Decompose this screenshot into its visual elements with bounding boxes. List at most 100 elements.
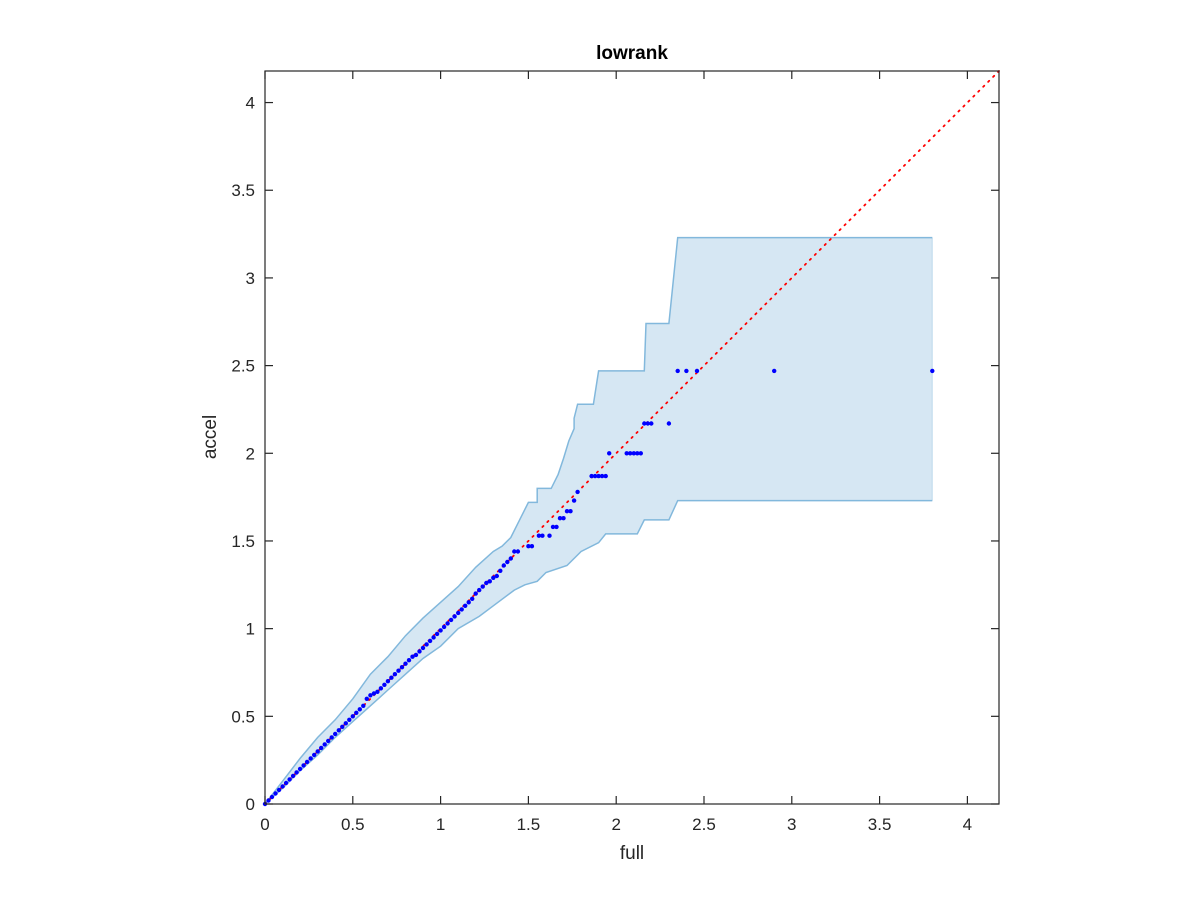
data-point	[505, 559, 510, 565]
axes-layer	[264, 70, 1000, 805]
data-point	[930, 368, 935, 374]
data-points-layer	[262, 368, 935, 807]
data-point	[694, 368, 700, 374]
data-point	[406, 658, 412, 663]
y-axis-label: accel	[200, 415, 221, 459]
chart-title: lowrank	[596, 43, 668, 64]
data-point	[515, 549, 521, 554]
data-point	[470, 596, 475, 601]
data-point	[445, 621, 450, 626]
data-point	[589, 473, 594, 479]
data-point	[350, 714, 355, 719]
data-point	[280, 784, 285, 789]
data-point	[413, 652, 419, 658]
data-point	[301, 763, 306, 768]
data-point	[498, 568, 503, 573]
diagonal-reference-layer	[264, 70, 1000, 805]
data-point	[501, 563, 506, 568]
data-point	[312, 752, 317, 758]
confidence-band-fill	[265, 237, 933, 805]
data-point	[628, 451, 633, 456]
data-point	[666, 421, 672, 426]
x-tick-label: 2	[611, 815, 620, 834]
data-point	[607, 451, 612, 456]
data-point	[557, 516, 563, 521]
band-lower-edge	[264, 499, 933, 805]
data-point	[347, 717, 352, 722]
data-point	[550, 524, 556, 530]
data-point	[364, 696, 369, 701]
data-point	[441, 624, 447, 630]
confidence-band-layer	[264, 236, 933, 805]
data-point	[561, 516, 566, 521]
data-point	[266, 798, 271, 803]
data-point	[466, 600, 471, 605]
data-point	[389, 675, 394, 680]
data-point	[273, 791, 278, 796]
data-point	[448, 617, 454, 623]
data-point	[772, 368, 777, 374]
data-point	[526, 544, 531, 549]
data-point	[438, 628, 443, 633]
ticks-layer: 0 0.5 1 1.5 2 2.5 3 3.5 4 0 0.5 1 1.5 2 2.5 3 3.5 4	[231, 71, 999, 834]
x-tick-label: 4	[963, 815, 972, 834]
data-point	[631, 451, 636, 456]
data-point	[480, 584, 485, 589]
data-point	[642, 421, 647, 426]
data-point	[491, 575, 496, 580]
data-point	[427, 638, 433, 644]
data-point	[403, 661, 408, 666]
data-point	[420, 645, 426, 651]
data-point	[392, 672, 398, 677]
data-point	[297, 766, 303, 772]
data-point	[315, 749, 320, 754]
data-point	[473, 591, 478, 596]
data-point	[375, 689, 380, 694]
data-point	[371, 691, 377, 696]
y-tick-label: 2	[246, 444, 255, 463]
data-point	[399, 665, 405, 670]
diagonal-reference-line	[264, 70, 1000, 805]
data-point	[269, 794, 275, 800]
data-point	[431, 635, 436, 640]
data-point	[378, 686, 384, 691]
data-point	[329, 735, 334, 740]
data-point	[645, 421, 650, 426]
data-point	[596, 473, 601, 479]
data-point	[477, 587, 482, 593]
data-point	[361, 703, 366, 708]
data-point	[684, 368, 689, 374]
data-point	[368, 693, 373, 698]
data-point	[536, 533, 542, 538]
y-tick-label: 1	[246, 620, 255, 639]
data-point	[382, 682, 387, 687]
data-point	[571, 498, 577, 503]
data-point	[540, 533, 545, 538]
data-point	[575, 489, 580, 495]
data-point	[290, 773, 296, 779]
data-point	[336, 728, 341, 733]
data-point	[675, 368, 680, 374]
data-point	[452, 614, 457, 619]
data-point	[294, 770, 299, 775]
data-point	[592, 473, 598, 479]
data-point	[635, 451, 640, 456]
data-point	[343, 721, 348, 726]
data-point	[463, 603, 468, 608]
data-point	[564, 509, 570, 514]
y-tick-label: 0.5	[231, 707, 255, 726]
data-point	[649, 421, 654, 426]
data-point	[326, 738, 331, 744]
x-tick-label: 0	[260, 815, 269, 834]
y-tick-label: 4	[246, 94, 255, 113]
data-point	[624, 451, 629, 456]
data-point	[603, 473, 608, 479]
data-point	[319, 745, 324, 751]
band-upper-edge	[264, 236, 933, 805]
x-tick-label: 2.5	[692, 815, 716, 834]
data-point	[276, 787, 282, 793]
data-point	[322, 742, 327, 747]
data-point	[487, 579, 492, 584]
data-point	[424, 642, 429, 647]
